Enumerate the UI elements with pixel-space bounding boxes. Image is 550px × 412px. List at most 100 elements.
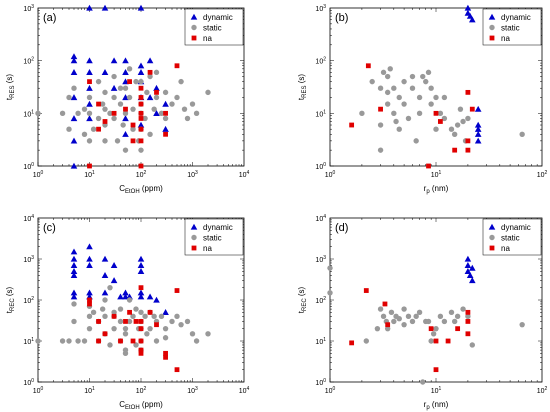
series-static — [327, 265, 525, 385]
data-point — [184, 318, 191, 325]
data-point — [86, 57, 93, 64]
data-point — [122, 350, 129, 357]
data-point — [86, 69, 93, 75]
data-point — [401, 78, 407, 85]
data-point — [405, 115, 412, 122]
data-point — [465, 138, 471, 144]
x-tick-label: 100 — [33, 170, 44, 179]
x-tick-label: 104 — [239, 170, 250, 179]
data-point — [87, 297, 92, 303]
panel-label: (c) — [43, 222, 56, 234]
data-point — [117, 306, 124, 312]
data-point — [122, 115, 129, 122]
data-point — [70, 268, 78, 274]
data-point — [448, 126, 455, 132]
y-tick-label: 101 — [315, 337, 326, 346]
data-point — [401, 321, 407, 328]
data-point — [384, 325, 391, 332]
y-axis-label: tRES (s) — [297, 74, 308, 100]
data-point — [70, 53, 78, 60]
data-point — [465, 319, 471, 324]
legend-label: na — [203, 244, 212, 253]
legend-label: na — [501, 34, 510, 43]
data-point — [86, 115, 93, 122]
data-point — [111, 73, 117, 80]
data-point — [465, 331, 471, 337]
data-point — [413, 313, 419, 320]
data-point — [393, 118, 399, 125]
data-point — [138, 338, 144, 344]
data-point — [86, 313, 93, 320]
data-point — [122, 130, 129, 137]
series-dynamic — [70, 243, 169, 315]
data-point — [327, 265, 333, 271]
data-point — [454, 313, 461, 320]
data-point — [174, 63, 180, 69]
data-point — [133, 306, 139, 312]
data-point — [137, 268, 145, 274]
data-point — [396, 94, 402, 101]
data-point — [163, 354, 168, 360]
scatter-panel: 100 101 102 103 104 100 101 102 103 104 (c) dynamic… — [5, 214, 250, 411]
data-point — [87, 163, 92, 169]
data-point — [474, 105, 482, 112]
data-point — [118, 338, 123, 344]
data-point — [384, 73, 391, 80]
data-point — [451, 318, 458, 325]
data-point — [70, 289, 78, 296]
data-point — [158, 110, 165, 117]
data-point — [162, 115, 169, 122]
data-point — [86, 262, 93, 268]
data-point — [111, 110, 117, 116]
data-point — [468, 16, 476, 23]
data-point — [465, 309, 471, 315]
data-point — [162, 335, 169, 341]
x-tick-label: 100 — [325, 386, 336, 395]
data-point — [95, 78, 102, 85]
x-tick-label: 102 — [537, 386, 548, 395]
data-point — [169, 318, 175, 325]
data-point — [86, 289, 93, 296]
data-point — [70, 162, 78, 169]
series-na — [87, 63, 180, 169]
data-point — [137, 121, 145, 128]
data-point — [420, 379, 426, 385]
y-tick-label: 103 — [315, 255, 326, 264]
data-point — [70, 115, 78, 122]
data-point — [519, 321, 525, 328]
data-point — [178, 321, 184, 328]
y-tick-label: 102 — [315, 296, 326, 305]
data-point — [86, 4, 93, 11]
data-point — [130, 122, 136, 128]
data-point — [137, 4, 145, 11]
legend-marker — [191, 234, 197, 241]
data-point — [81, 106, 88, 112]
data-point — [413, 138, 419, 144]
panel-label: (a) — [43, 12, 56, 24]
data-point — [163, 131, 168, 137]
data-point — [110, 262, 118, 268]
data-point — [464, 268, 472, 274]
data-point — [162, 100, 169, 107]
data-point — [465, 147, 471, 153]
data-point — [87, 301, 92, 307]
data-point — [433, 338, 439, 344]
data-point — [162, 125, 169, 132]
panel-label: (d) — [335, 222, 348, 234]
data-point — [445, 338, 451, 344]
data-point — [437, 313, 444, 320]
data-point — [122, 85, 129, 91]
data-point — [110, 57, 118, 64]
data-point — [137, 255, 145, 262]
data-point — [363, 288, 369, 293]
data-point — [169, 101, 175, 107]
data-point — [102, 331, 108, 337]
data-point — [111, 325, 117, 332]
data-point — [111, 94, 117, 101]
data-point — [70, 255, 78, 262]
data-point — [107, 342, 113, 348]
data-point — [153, 94, 160, 101]
series-static — [359, 66, 525, 153]
data-point — [147, 131, 153, 137]
